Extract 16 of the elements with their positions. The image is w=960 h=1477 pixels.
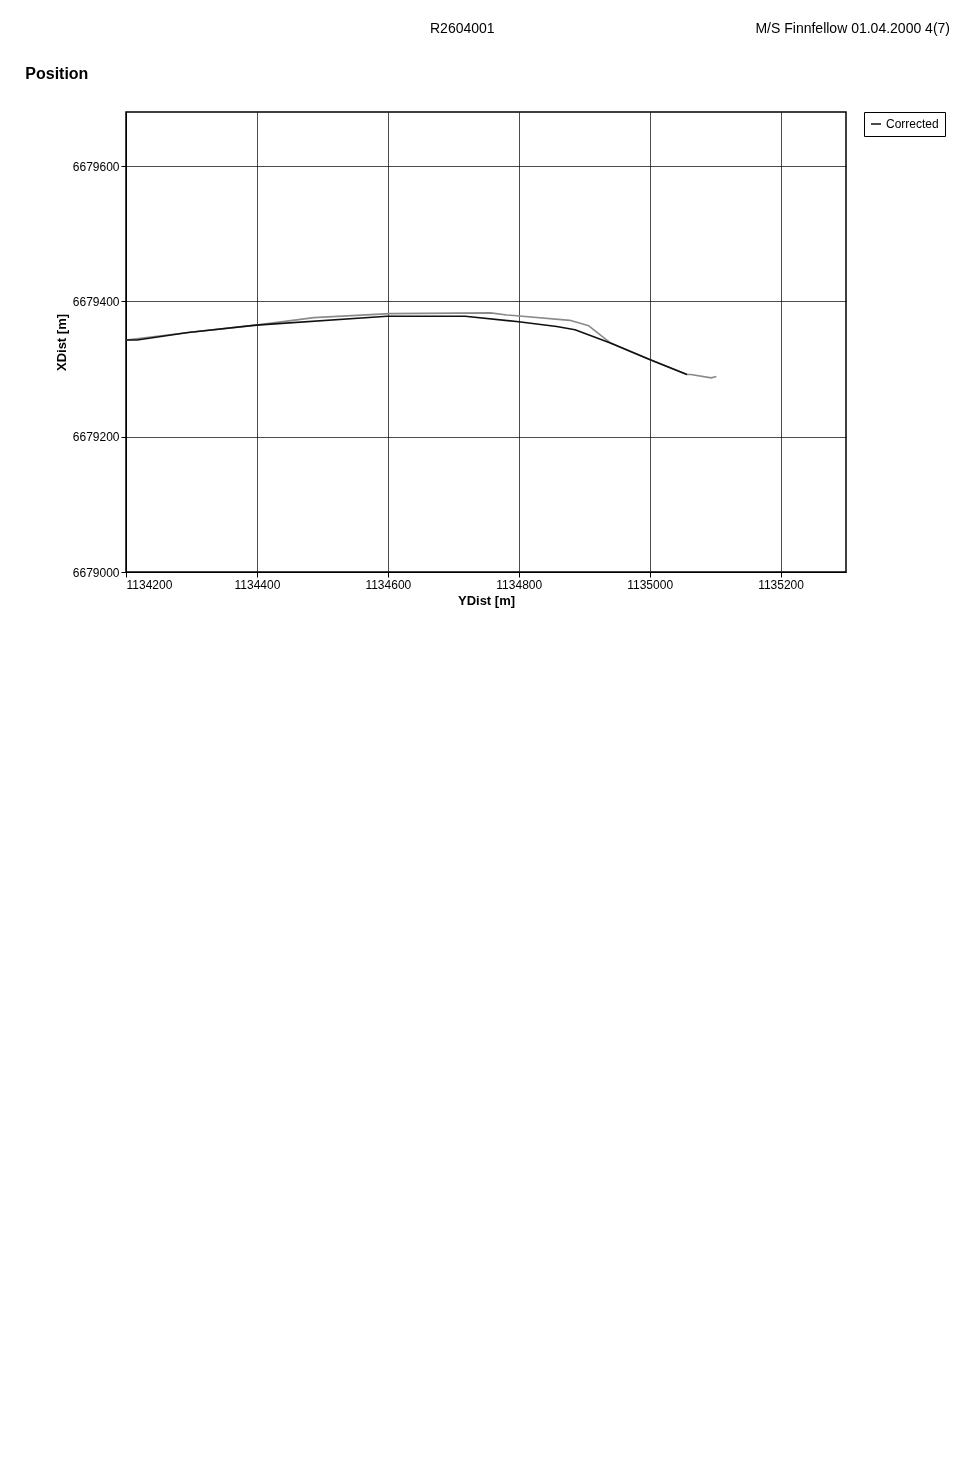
x-tick-label: 1134200: [126, 577, 173, 592]
y-axis-title: XDist [m]: [53, 313, 69, 372]
legend-label: Corrected: [886, 117, 939, 131]
y-tick-label: 6679600: [72, 159, 120, 174]
text: M/S Finnfellow 01.04.2000 4(7): [755, 20, 950, 36]
x-tick-label: 1134800: [496, 577, 543, 592]
x-tick-label: 1134400: [234, 577, 281, 592]
x-axis-title: YDist [m]: [457, 592, 516, 608]
x-tick-label: 1134600: [365, 577, 412, 592]
x-tick-label: 1135000: [627, 577, 674, 592]
chart-title: Position: [25, 64, 89, 82]
text: R2604001: [430, 20, 495, 36]
y-tick-label: 6679200: [72, 430, 120, 445]
y-tick-label: 6679000: [72, 565, 120, 580]
x-tick-label: 1135200: [758, 577, 805, 592]
y-tick-label: 6679400: [72, 294, 120, 309]
